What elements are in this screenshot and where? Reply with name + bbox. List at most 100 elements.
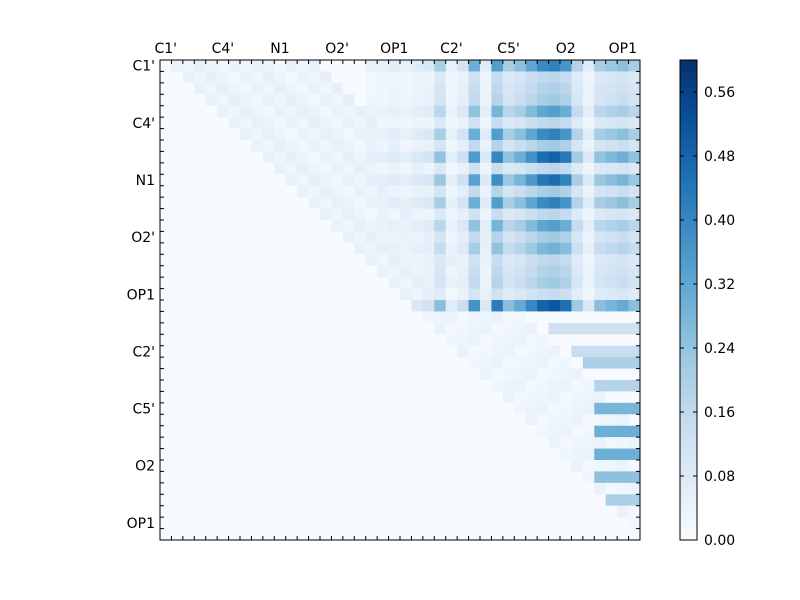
heatmap-cell: [365, 448, 378, 461]
heatmap-cell: [342, 140, 355, 152]
heatmap-cell: [502, 71, 515, 84]
heatmap-cell: [388, 60, 401, 72]
heatmap-cell: [491, 162, 504, 175]
heatmap-cell: [411, 162, 424, 175]
heatmap-cell: [617, 162, 629, 175]
heatmap-cell: [445, 82, 458, 95]
heatmap-cell: [434, 185, 447, 198]
heatmap-cell: [582, 368, 595, 381]
heatmap-cell: [285, 277, 298, 289]
heatmap-cell: [468, 185, 481, 198]
heatmap-cell: [560, 94, 572, 107]
heatmap-cell: [480, 128, 492, 141]
heatmap-cell: [434, 288, 447, 301]
heatmap-cell: [160, 311, 172, 324]
heatmap-cell: [354, 208, 367, 221]
heatmap-cell: [400, 380, 412, 392]
heatmap-cell: [525, 334, 538, 347]
heatmap-cell: [422, 505, 435, 518]
heatmap-cell: [274, 174, 287, 187]
heatmap-cell: [297, 517, 309, 529]
heatmap-cell: [400, 174, 412, 187]
heatmap-cell: [182, 140, 195, 152]
heatmap-cell: [617, 288, 629, 301]
heatmap-cell: [251, 437, 264, 449]
heatmap-cell: [400, 128, 412, 141]
heatmap-cell: [422, 482, 435, 495]
heatmap-cell: [400, 140, 412, 152]
heatmap-cell: [411, 368, 424, 381]
heatmap-cell: [342, 494, 355, 507]
heatmap-cell: [411, 94, 424, 107]
heatmap-cell: [251, 117, 264, 129]
heatmap-cell: [411, 174, 424, 187]
heatmap-cell: [537, 140, 549, 152]
heatmap-cell: [525, 60, 538, 72]
heatmap-cell: [342, 105, 355, 118]
heatmap-cell: [548, 448, 561, 461]
heatmap-cell: [468, 494, 481, 507]
heatmap-cell: [194, 425, 207, 438]
heatmap-cell: [582, 220, 595, 232]
heatmap-cell: [228, 265, 241, 278]
heatmap-cell: [365, 437, 378, 449]
heatmap-cell: [594, 357, 607, 369]
heatmap-cell: [194, 494, 207, 507]
heatmap-cell: [240, 322, 252, 335]
heatmap-cell: [457, 391, 469, 404]
heatmap-cell: [388, 105, 401, 118]
heatmap-cell: [491, 391, 504, 404]
heatmap-cell: [182, 231, 195, 244]
heatmap-cell: [194, 197, 207, 209]
heatmap-cell: [365, 82, 378, 95]
heatmap-cell: [594, 494, 607, 507]
heatmap-cell: [422, 60, 435, 72]
heatmap-cell: [320, 494, 332, 507]
heatmap-cell: [308, 220, 321, 232]
heatmap-cell: [560, 60, 572, 72]
heatmap-cell: [491, 254, 504, 267]
heatmap-cell: [182, 254, 195, 267]
heatmap-cell: [205, 151, 218, 164]
heatmap-cell: [320, 482, 332, 495]
heatmap-cell: [274, 322, 287, 335]
heatmap-cell: [194, 220, 207, 232]
heatmap-cell: [262, 254, 275, 267]
heatmap-cell: [365, 208, 378, 221]
heatmap-cell: [548, 117, 561, 129]
heatmap-cell: [388, 128, 401, 141]
heatmap-cell: [560, 128, 572, 141]
heatmap-cell: [502, 151, 515, 164]
heatmap-cell: [628, 448, 641, 461]
heatmap-cell: [628, 528, 641, 541]
y-tick-label: N1: [136, 173, 155, 189]
heatmap-cell: [434, 300, 447, 312]
heatmap-cell: [171, 174, 184, 187]
heatmap-cell: [342, 448, 355, 461]
heatmap-cell: [525, 391, 538, 404]
heatmap-cell: [628, 391, 641, 404]
heatmap-cell: [400, 391, 412, 404]
heatmap-cell: [514, 231, 527, 244]
heatmap-cell: [400, 220, 412, 232]
heatmap-cell: [457, 288, 469, 301]
heatmap-cell: [354, 322, 367, 335]
heatmap-cell: [388, 94, 401, 107]
heatmap-cell: [628, 197, 641, 209]
heatmap-cell: [548, 368, 561, 381]
heatmap-cell: [320, 334, 332, 347]
heatmap-cell: [365, 517, 378, 529]
heatmap-cell: [354, 105, 367, 118]
heatmap-cell: [274, 391, 287, 404]
heatmap-cell: [605, 494, 618, 507]
heatmap-cell: [548, 311, 561, 324]
heatmap-cell: [537, 528, 549, 541]
heatmap-cell: [331, 471, 344, 484]
heatmap-cell: [628, 334, 641, 347]
heatmap-cell: [308, 322, 321, 335]
heatmap-cell: [217, 311, 229, 324]
heatmap-cell: [617, 471, 629, 484]
heatmap-cell: [342, 254, 355, 267]
heatmap-cell: [537, 471, 549, 484]
heatmap-cell: [240, 460, 252, 472]
